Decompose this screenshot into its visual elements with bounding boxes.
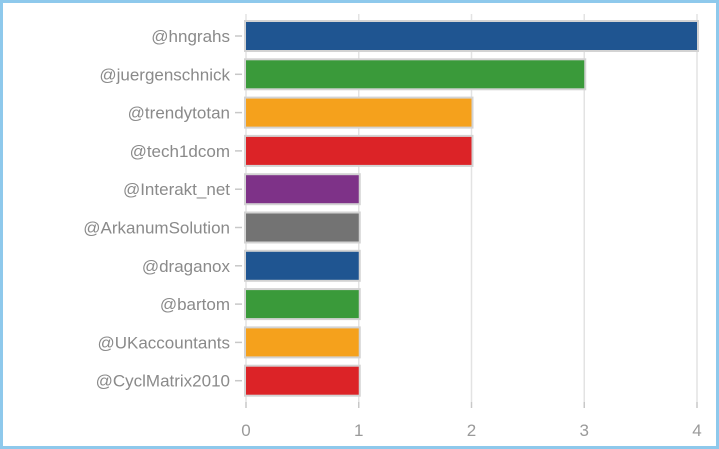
category-label: @trendytotan xyxy=(128,104,230,123)
bar-draganox xyxy=(246,251,359,280)
category-label: @Interakt_net xyxy=(123,180,230,199)
x-tick-label: 1 xyxy=(354,421,363,440)
category-labels: @hngrahs @juergenschnick @trendytotan @tech… xyxy=(83,27,242,391)
bar-tech1dcom xyxy=(246,136,472,165)
bar-juergenschnick xyxy=(246,60,585,89)
x-tick-label: 2 xyxy=(467,421,476,440)
x-tick-label: 4 xyxy=(692,421,701,440)
category-label: @ArkanumSolution xyxy=(83,219,230,238)
bar-arkanumsolution xyxy=(246,213,359,242)
bar-interaktnet xyxy=(246,175,359,204)
x-tick-label: 0 xyxy=(241,421,250,440)
bar-bartom xyxy=(246,290,359,319)
category-label: @UKaccountants xyxy=(97,333,230,352)
category-label: @CyclMatrix2010 xyxy=(96,372,230,391)
bars xyxy=(244,20,699,397)
bar-ukaccountants xyxy=(246,328,359,357)
bar-hngrahs xyxy=(246,22,697,50)
category-label: @bartom xyxy=(160,295,230,314)
bar-cyclmatrix2010 xyxy=(246,366,359,395)
category-label: @draganox xyxy=(142,257,231,276)
x-tick-label: 3 xyxy=(580,421,589,440)
category-label: @tech1dcom xyxy=(130,142,230,161)
category-label: @juergenschnick xyxy=(99,65,230,84)
bar-trendytotan xyxy=(246,98,472,127)
category-label: @hngrahs xyxy=(151,27,230,46)
x-tick-labels: 0 1 2 3 4 xyxy=(241,421,701,440)
